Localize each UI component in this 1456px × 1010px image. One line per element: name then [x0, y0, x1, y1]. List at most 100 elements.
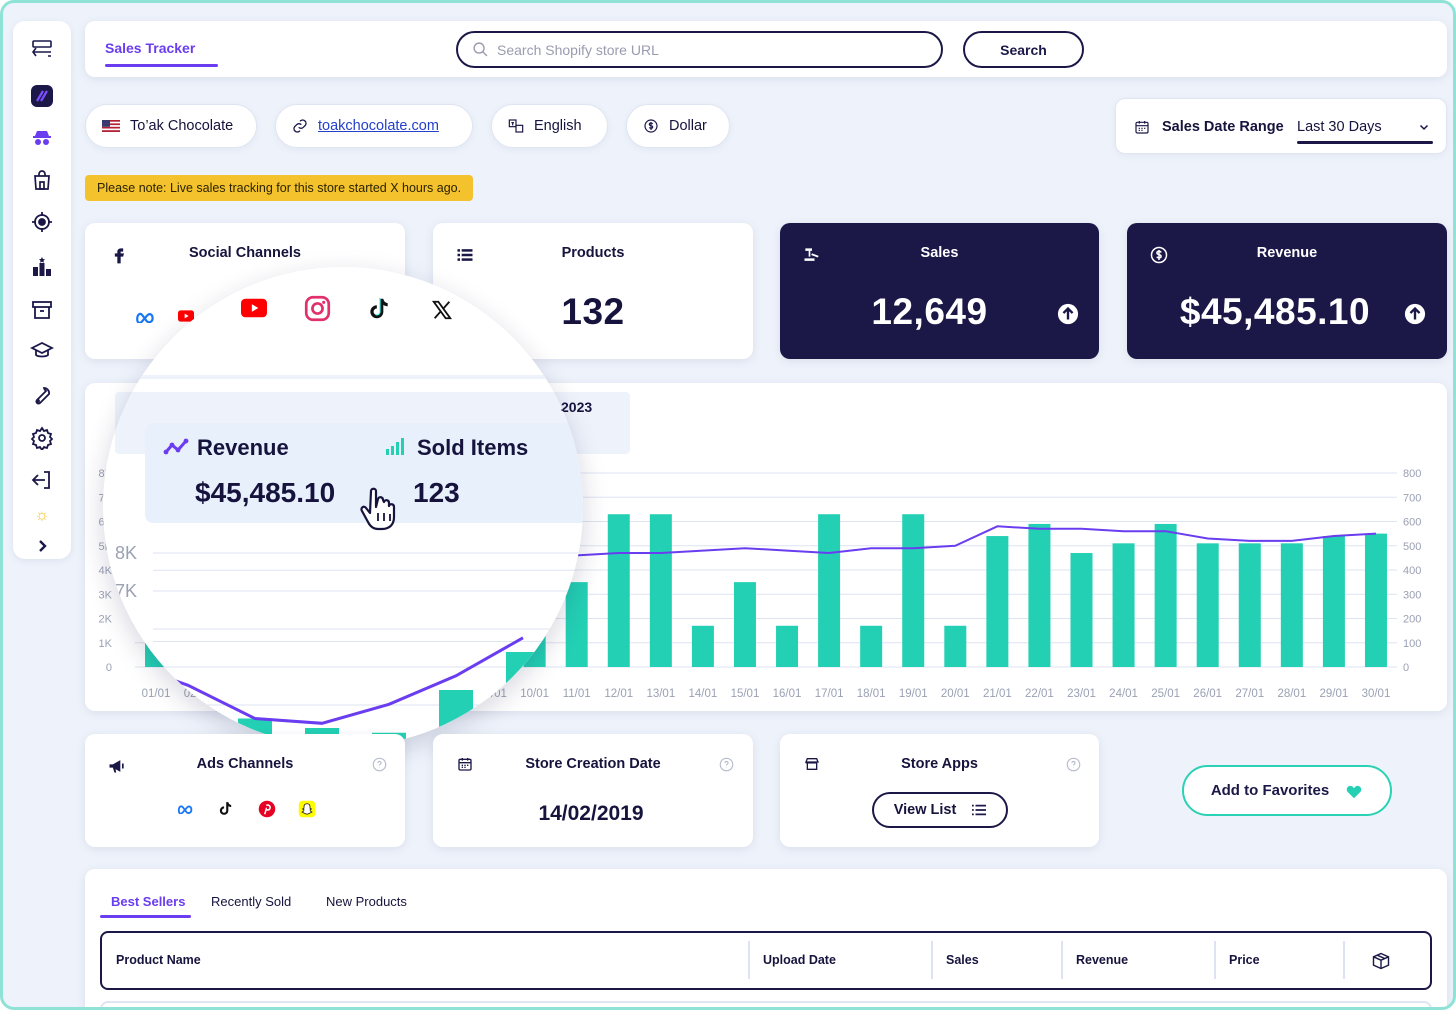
column-product-name[interactable]: Product Name: [116, 953, 201, 967]
zoom-revenue-line: [120, 636, 524, 725]
store-url-input[interactable]: [497, 41, 917, 58]
x-tick-label: 19/01: [899, 688, 928, 700]
tooltip-sold-label: Sold Items: [417, 435, 529, 460]
store-creation-card: Store Creation Date 14/02/2019: [433, 734, 753, 847]
tiktok-icon[interactable]: [366, 295, 392, 322]
view-list-label: View List: [893, 802, 957, 818]
sidebar: ☼: [13, 21, 71, 559]
heart-icon: [1346, 785, 1362, 798]
sun-theme-icon[interactable]: ☼: [34, 507, 50, 524]
hand-pointer-cursor-icon: [360, 487, 396, 531]
sales-card: Sales 12,649: [780, 223, 1099, 359]
view-list-button[interactable]: View List: [872, 792, 1008, 828]
logout-icon[interactable]: [29, 467, 55, 493]
sold-items-bar: [776, 625, 799, 667]
sold-items-bar: [1196, 543, 1219, 667]
column-upload-date[interactable]: Upload Date: [763, 953, 836, 967]
column-separator: [1214, 941, 1216, 979]
instagram-icon[interactable]: [304, 295, 331, 322]
graduation-cap-icon[interactable]: [29, 338, 55, 364]
tab-sales-tracker[interactable]: Sales Tracker: [105, 40, 196, 56]
store-name-pill: To’ak Chocolate: [85, 104, 257, 148]
x-tick-label: 29/01: [1320, 688, 1349, 700]
meta-ads-icon[interactable]: [177, 802, 195, 814]
column-sales[interactable]: Sales: [946, 953, 979, 967]
youtube-icon[interactable]: [241, 298, 267, 318]
sold-items-bar: [1364, 533, 1387, 667]
chevron-down-icon: [1419, 124, 1429, 131]
tracking-note-banner: Please note: Live sales tracking for thi…: [85, 175, 474, 201]
pinterest-ads-icon[interactable]: [258, 800, 276, 818]
x-tick-label: 14/01: [689, 688, 718, 700]
snapchat-ads-icon[interactable]: [298, 800, 316, 818]
megaphone-icon: [109, 760, 124, 773]
y-right-tick-label: 700: [1403, 492, 1421, 504]
best-sellers-underline: [100, 915, 191, 918]
store-switch-icon[interactable]: [29, 37, 55, 63]
table-header-row: Product Name Upload Date Sales Revenue P…: [100, 931, 1432, 990]
column-price[interactable]: Price: [1229, 953, 1260, 967]
sold-items-bar: [1112, 543, 1135, 667]
tiktok-ads-icon[interactable]: [217, 799, 234, 818]
column-revenue[interactable]: Revenue: [1076, 953, 1129, 967]
zoom-social-strip: [103, 267, 583, 379]
settings-gear-icon[interactable]: [29, 425, 55, 451]
sold-items-bar: [1238, 543, 1261, 667]
x-tick-label: 25/01: [1151, 688, 1180, 700]
y-right-tick-label: 300: [1403, 589, 1421, 601]
list-icon: [457, 249, 473, 261]
x-tick-label: 22/01: [1025, 688, 1054, 700]
x-tick-label: 16/01: [773, 688, 802, 700]
tab-best-sellers[interactable]: Best Sellers: [111, 894, 186, 909]
revenue-card: Revenue $45,485.10: [1127, 223, 1447, 359]
add-to-favorites-button[interactable]: Add to Favorites: [1182, 765, 1392, 816]
sold-items-bar: [1070, 553, 1093, 667]
x-tick-label: 24/01: [1109, 688, 1138, 700]
y-right-tick-label: 0: [1403, 662, 1409, 674]
search-button[interactable]: Search: [963, 31, 1084, 68]
zoom-sold-items-bar: [104, 656, 138, 747]
calendar-icon: [458, 758, 472, 771]
expand-sidebar-icon[interactable]: [29, 533, 55, 559]
help-icon[interactable]: [372, 757, 387, 772]
tools-icon[interactable]: [29, 383, 55, 409]
table-row[interactable]: [100, 1001, 1432, 1007]
zoom-divider: [103, 375, 583, 379]
help-icon[interactable]: [1066, 757, 1081, 772]
currency-pill: Dollar: [626, 104, 730, 148]
spy-icon[interactable]: [29, 125, 55, 151]
store-search-box[interactable]: [456, 31, 943, 68]
shopping-bag-icon[interactable]: [29, 167, 55, 193]
sold-items-bar: [733, 582, 756, 667]
zoom-tick-label: 8K: [115, 543, 137, 563]
top-bar: Sales Tracker Search: [85, 21, 1447, 77]
tab-new-products[interactable]: New Products: [326, 894, 407, 909]
column-separator: [1343, 941, 1345, 979]
sold-items-bars-icon: [386, 438, 404, 455]
trend-up-icon: [1057, 303, 1079, 325]
store-apps-card: Store Apps View List: [780, 734, 1099, 847]
x-tick-label: 30/01: [1362, 688, 1391, 700]
magnifier-zoom: 2023 Revenue $45,485.10 Sold Items 123 8…: [103, 267, 583, 747]
x-tick-label: 17/01: [815, 688, 844, 700]
y-right-tick-label: 600: [1403, 517, 1421, 529]
revenue-amount: $45,485.10: [1179, 291, 1371, 332]
leaderboard-icon[interactable]: [29, 254, 55, 280]
zoom-tick-label: 7K: [115, 581, 137, 601]
x-tick-label: 28/01: [1277, 688, 1306, 700]
sales-date-range-select[interactable]: Sales Date Range Last 30 Days: [1115, 98, 1447, 154]
sold-items-bar: [1154, 523, 1177, 667]
store-apps-title: Store Apps: [901, 756, 978, 772]
date-range-underline: [1297, 141, 1433, 144]
target-icon[interactable]: [29, 209, 55, 235]
archive-icon[interactable]: [29, 297, 55, 323]
calendar-icon: [1135, 121, 1149, 134]
tab-recently-sold[interactable]: Recently Sold: [211, 894, 292, 909]
x-twitter-icon[interactable]: [431, 299, 453, 321]
sold-items-bar: [1280, 543, 1303, 667]
tooltip-revenue-label: Revenue: [197, 435, 289, 460]
revenue-title: Revenue: [1256, 245, 1318, 261]
help-icon[interactable]: [719, 757, 734, 772]
store-url-link[interactable]: toakchocolate.com: [318, 118, 439, 134]
app-logo-icon[interactable]: [29, 83, 55, 109]
